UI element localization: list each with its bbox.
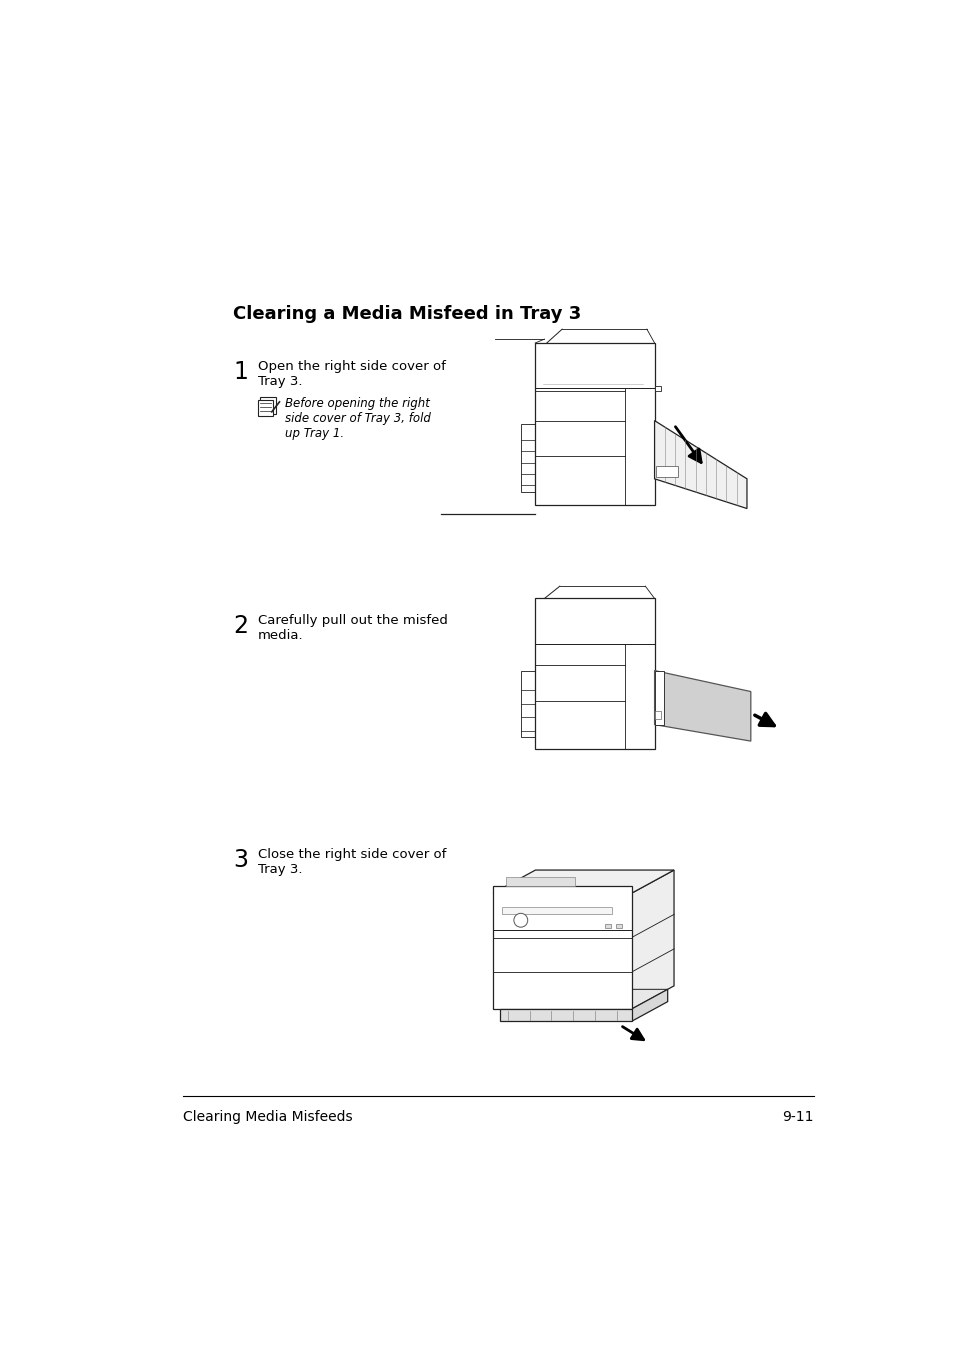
Bar <box>520 424 535 491</box>
Text: Clearing Media Misfeeds: Clearing Media Misfeeds <box>183 1110 353 1125</box>
Text: 2: 2 <box>233 614 248 639</box>
Bar <box>520 671 535 737</box>
Text: 1: 1 <box>233 359 248 383</box>
Text: Close the right side cover of
Tray 3.: Close the right side cover of Tray 3. <box>257 848 446 876</box>
Bar <box>499 1008 631 1022</box>
Text: Open the right side cover of
Tray 3.: Open the right side cover of Tray 3. <box>257 359 445 387</box>
Bar <box>656 467 677 478</box>
Bar <box>654 671 663 725</box>
Bar <box>604 923 610 927</box>
Bar <box>535 343 654 505</box>
Text: Carefully pull out the misfed
media.: Carefully pull out the misfed media. <box>257 614 447 643</box>
Polygon shape <box>493 869 674 894</box>
Polygon shape <box>654 421 746 509</box>
Text: Before opening the right
side cover of Tray 3, fold
up Tray 1.: Before opening the right side cover of T… <box>285 397 431 440</box>
Text: 3: 3 <box>233 848 248 872</box>
Circle shape <box>514 914 527 927</box>
Bar <box>502 907 612 914</box>
Text: 9-11: 9-11 <box>781 1110 813 1125</box>
Polygon shape <box>631 990 667 1022</box>
Bar <box>535 598 654 749</box>
Polygon shape <box>654 671 750 741</box>
Polygon shape <box>493 990 667 1008</box>
Bar <box>260 397 275 414</box>
Bar <box>257 400 274 417</box>
Bar <box>493 886 631 1008</box>
Bar <box>654 386 660 390</box>
Bar <box>655 711 660 718</box>
Bar <box>615 923 621 927</box>
Text: Clearing a Media Misfeed in Tray 3: Clearing a Media Misfeed in Tray 3 <box>233 305 581 323</box>
Polygon shape <box>631 869 674 1008</box>
Bar <box>505 878 575 886</box>
